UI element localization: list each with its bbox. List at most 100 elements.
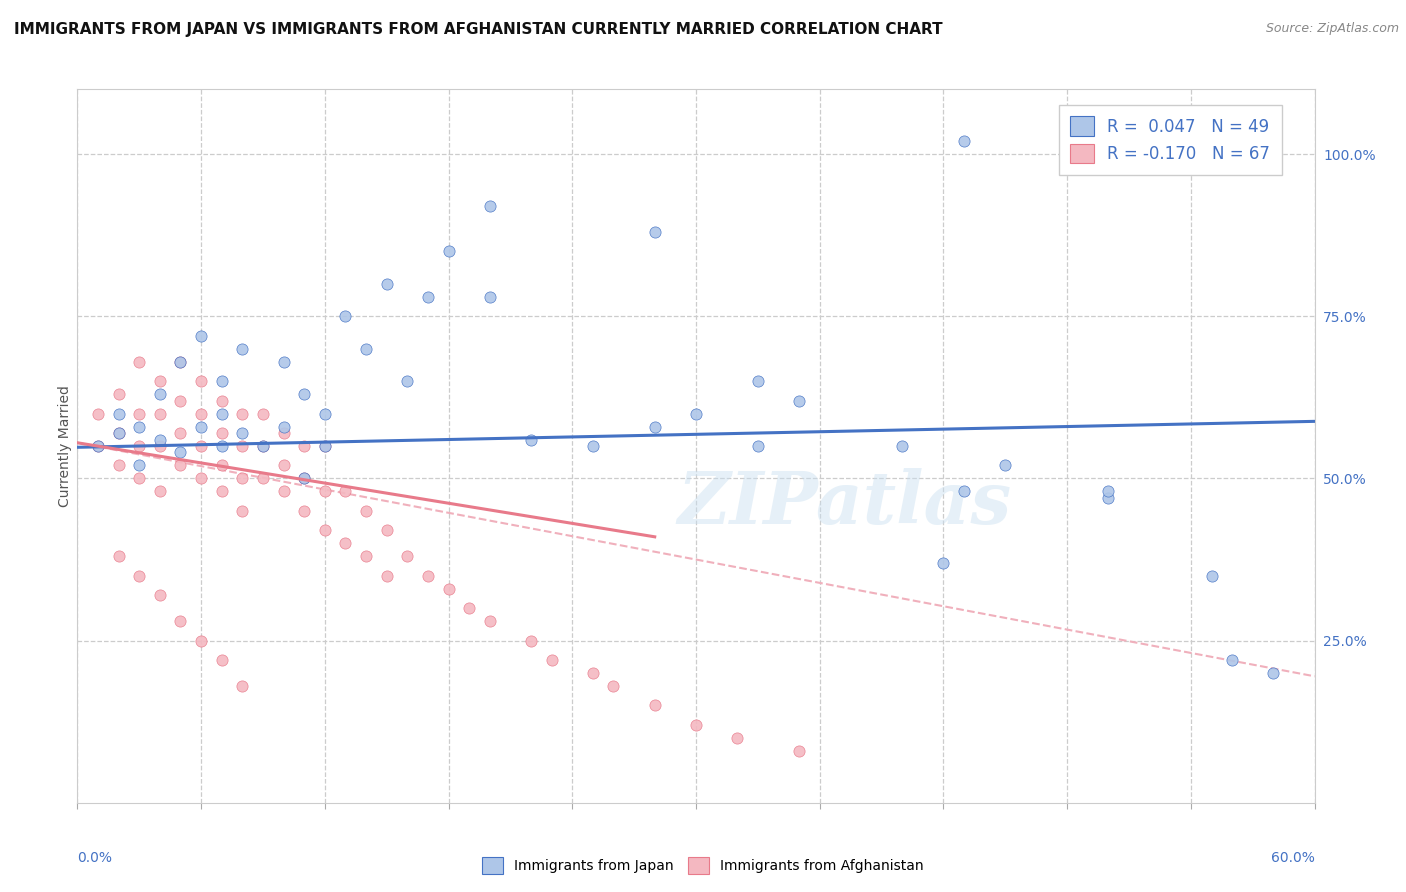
Point (169, 445, 191, 459)
Point (354, 549, 377, 564)
Point (169, 458, 191, 473)
Point (273, 419, 295, 434)
Point (292, 504, 315, 518)
Point (107, 407, 129, 421)
Point (190, 328, 212, 343)
Point (602, 679, 624, 693)
Point (107, 387, 129, 401)
Point (685, 718, 707, 732)
Point (416, 290, 439, 304)
Point (231, 425, 253, 440)
Point (314, 484, 336, 499)
Point (314, 524, 336, 538)
Point (787, 744, 810, 758)
Point (252, 439, 274, 453)
Text: Source: ZipAtlas.com: Source: ZipAtlas.com (1265, 22, 1399, 36)
Point (354, 504, 377, 518)
Point (149, 439, 172, 453)
Point (128, 439, 150, 453)
Text: ZIPatlas: ZIPatlas (678, 467, 1011, 539)
Point (87, 439, 110, 453)
Point (273, 484, 295, 499)
Point (644, 225, 666, 239)
Point (252, 407, 274, 421)
Point (375, 524, 398, 538)
Point (128, 458, 150, 473)
Point (396, 549, 419, 564)
Point (231, 439, 253, 453)
Point (520, 433, 543, 447)
Point (314, 407, 336, 421)
Point (128, 419, 150, 434)
Point (128, 407, 150, 421)
Point (211, 393, 233, 408)
Legend: Immigrants from Japan, Immigrants from Afghanistan: Immigrants from Japan, Immigrants from A… (475, 850, 931, 880)
Point (107, 425, 129, 440)
Point (747, 439, 769, 453)
Point (231, 407, 253, 421)
Point (273, 354, 295, 368)
Point (231, 679, 253, 693)
Point (87, 407, 110, 421)
Point (87, 439, 110, 453)
Point (994, 458, 1017, 473)
Text: IMMIGRANTS FROM JAPAN VS IMMIGRANTS FROM AFGHANISTAN CURRENTLY MARRIED CORRELATI: IMMIGRANTS FROM JAPAN VS IMMIGRANTS FROM… (14, 22, 942, 37)
Point (211, 439, 233, 453)
Point (582, 439, 605, 453)
Point (190, 439, 212, 453)
Point (292, 471, 315, 485)
Point (231, 504, 253, 518)
Point (211, 425, 233, 440)
Point (540, 653, 562, 667)
Point (891, 439, 914, 453)
Point (1220, 653, 1243, 667)
Point (211, 484, 233, 499)
Point (190, 419, 212, 434)
Point (582, 666, 605, 681)
Point (685, 407, 707, 421)
Point (252, 471, 274, 485)
Point (520, 633, 543, 648)
Point (1097, 491, 1119, 505)
Point (292, 471, 315, 485)
Point (375, 277, 398, 291)
Point (128, 568, 150, 582)
Point (335, 484, 357, 499)
Point (149, 484, 172, 499)
Point (149, 588, 172, 602)
Text: 0.0%: 0.0% (77, 851, 112, 865)
Point (149, 387, 172, 401)
Point (725, 731, 748, 745)
Legend: R =  0.047   N = 49, R = -0.170   N = 67: R = 0.047 N = 49, R = -0.170 N = 67 (1059, 104, 1281, 175)
Point (335, 536, 357, 550)
Point (190, 374, 212, 388)
Point (314, 439, 336, 453)
Point (169, 393, 191, 408)
Point (1097, 484, 1119, 499)
Point (149, 407, 172, 421)
Point (169, 354, 191, 368)
Point (354, 342, 377, 356)
Point (644, 698, 666, 713)
Point (273, 458, 295, 473)
Point (458, 601, 481, 615)
Point (787, 393, 810, 408)
Point (231, 342, 253, 356)
Point (128, 471, 150, 485)
Point (1201, 568, 1223, 582)
Point (335, 310, 357, 324)
Point (107, 458, 129, 473)
Point (314, 439, 336, 453)
Point (478, 290, 501, 304)
Point (128, 354, 150, 368)
Point (644, 419, 666, 434)
Point (416, 568, 439, 582)
Point (211, 458, 233, 473)
Point (190, 633, 212, 648)
Point (211, 407, 233, 421)
Point (252, 439, 274, 453)
Point (190, 407, 212, 421)
Point (190, 471, 212, 485)
Point (1263, 666, 1285, 681)
Point (747, 374, 769, 388)
